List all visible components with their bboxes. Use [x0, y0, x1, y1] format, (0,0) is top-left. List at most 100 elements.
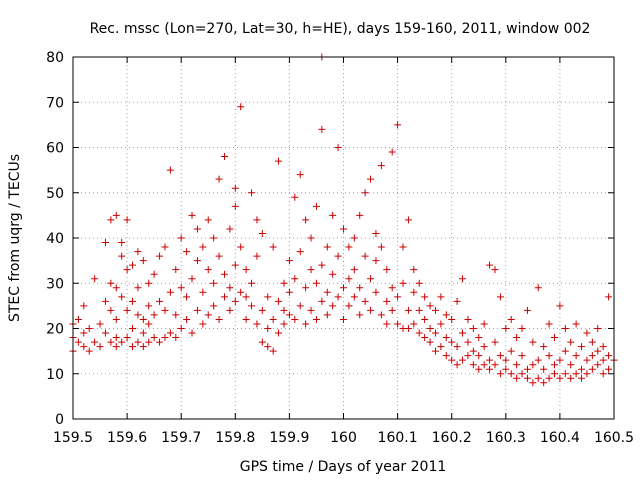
- data-point: [188, 211, 196, 219]
- data-point: [177, 234, 185, 242]
- data-point: [356, 284, 364, 292]
- data-point: [578, 343, 586, 351]
- data-point: [415, 329, 423, 337]
- data-point: [550, 334, 558, 342]
- data-point: [442, 334, 450, 342]
- data-point: [356, 311, 364, 319]
- data-point: [367, 275, 375, 283]
- data-point: [605, 352, 613, 360]
- data-point: [431, 329, 439, 337]
- data-point: [540, 365, 548, 373]
- data-point: [442, 352, 450, 360]
- data-point: [220, 153, 228, 161]
- data-point: [599, 370, 607, 378]
- data-point: [172, 334, 180, 342]
- data-point: [377, 311, 385, 319]
- data-point: [172, 266, 180, 274]
- data-point: [166, 329, 174, 337]
- data-point: [231, 202, 239, 210]
- data-point: [318, 261, 326, 269]
- data-point: [361, 252, 369, 260]
- data-point: [258, 306, 266, 314]
- data-point: [199, 288, 207, 296]
- data-point: [323, 243, 331, 251]
- data-point: [507, 347, 515, 355]
- data-point: [156, 252, 164, 260]
- data-point: [296, 171, 304, 179]
- data-point: [448, 315, 456, 323]
- data-point: [231, 297, 239, 305]
- x-axis-label: GPS time / Days of year 2011: [240, 459, 447, 475]
- data-point: [448, 338, 456, 346]
- data-point: [307, 266, 315, 274]
- data-point: [134, 248, 142, 256]
- data-point: [377, 162, 385, 170]
- plot-frame: [72, 56, 615, 420]
- data-point: [253, 252, 261, 260]
- data-point: [583, 370, 591, 378]
- data-point: [112, 284, 120, 292]
- data-point: [475, 334, 483, 342]
- data-point: [112, 343, 120, 351]
- data-point: [388, 148, 396, 156]
- data-point: [323, 288, 331, 296]
- data-point: [388, 306, 396, 314]
- data-point: [329, 211, 337, 219]
- data-point: [215, 315, 223, 323]
- data-point: [421, 293, 429, 301]
- data-point: [496, 370, 504, 378]
- data-point: [129, 325, 137, 332]
- y-tick-label: 50: [46, 186, 64, 202]
- data-point: [534, 374, 542, 382]
- data-point: [264, 325, 272, 332]
- x-tick-label: 159.7: [161, 430, 201, 446]
- data-point: [80, 343, 88, 351]
- data-point: [226, 284, 234, 292]
- data-point: [85, 347, 93, 355]
- data-point: [199, 320, 207, 328]
- data-point: [253, 320, 261, 328]
- data-point: [453, 297, 461, 305]
- data-point: [361, 297, 369, 305]
- data-point: [101, 297, 109, 305]
- data-point: [556, 302, 564, 310]
- data-point: [356, 211, 364, 219]
- data-point: [550, 370, 558, 378]
- data-point: [123, 306, 131, 314]
- data-point: [350, 234, 358, 242]
- x-tick-label: 160.3: [486, 430, 526, 446]
- data-point: [480, 320, 488, 328]
- y-tick-label: 70: [46, 95, 64, 111]
- data-point: [529, 361, 537, 369]
- y-tick-labels: 0 10 20 30 40 50 60 70 80: [46, 50, 64, 428]
- data-point: [442, 311, 450, 319]
- data-point: [74, 338, 82, 346]
- data-point: [204, 216, 212, 224]
- data-point: [556, 356, 564, 364]
- data-point: [513, 361, 521, 369]
- data-point: [340, 284, 347, 292]
- data-point: [556, 374, 564, 382]
- data-point: [129, 297, 137, 305]
- data-point: [437, 293, 445, 301]
- data-point: [464, 352, 472, 360]
- data-point: [334, 252, 342, 260]
- data-point: [210, 234, 218, 242]
- data-point: [469, 325, 477, 332]
- data-point: [291, 315, 299, 323]
- data-point: [215, 252, 223, 260]
- data-point: [291, 193, 299, 201]
- data-point: [486, 261, 494, 269]
- data-point: [426, 325, 434, 332]
- data-point: [367, 306, 375, 314]
- data-point: [561, 325, 569, 332]
- x-tick-label: 159.8: [215, 430, 255, 446]
- data-point: [188, 329, 196, 337]
- data-point: [156, 338, 164, 346]
- data-point: [594, 347, 602, 355]
- data-point: [123, 216, 131, 224]
- data-point: [242, 315, 250, 323]
- data-point: [145, 320, 153, 328]
- data-point: [431, 347, 439, 355]
- data-point: [464, 338, 472, 346]
